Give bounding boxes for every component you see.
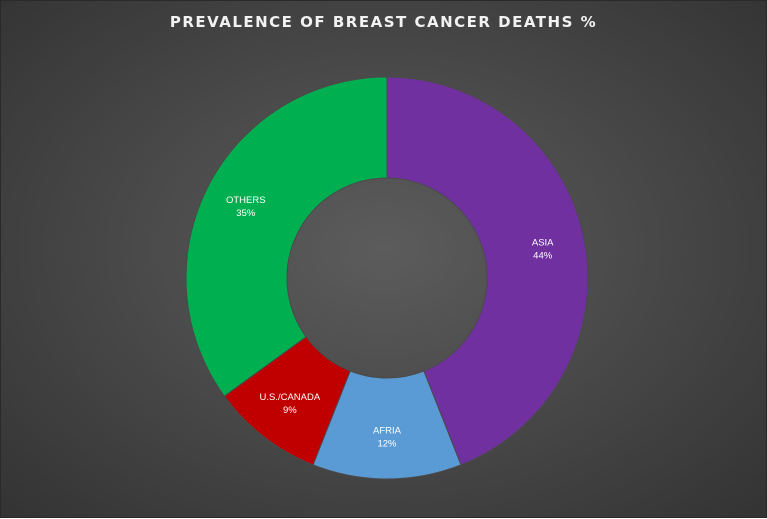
chart-title: PREVALENCE OF BREAST CANCER DEATHS % bbox=[169, 13, 598, 31]
slice-value-label: 12% bbox=[377, 439, 397, 450]
slice-others bbox=[185, 76, 388, 397]
slice-asia bbox=[386, 76, 589, 466]
slice-name-label: U.S./CANADA bbox=[259, 392, 320, 403]
slice-value-label: 44% bbox=[533, 250, 553, 261]
slice-name-label: AFRIA bbox=[373, 426, 402, 437]
slice-name-label: OTHERS bbox=[226, 195, 266, 206]
slice-value-label: 35% bbox=[236, 208, 256, 219]
slice-name-label: ASIA bbox=[532, 237, 554, 248]
slice-value-label: 9% bbox=[283, 405, 297, 416]
